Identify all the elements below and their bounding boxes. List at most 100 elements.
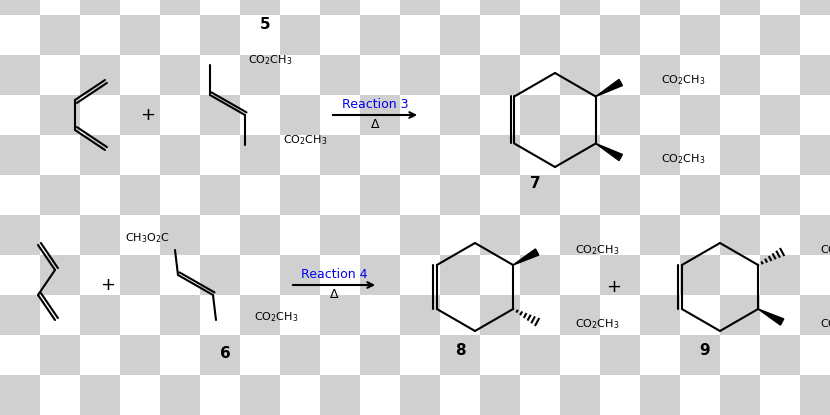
- Bar: [440, 95, 480, 135]
- Bar: [400, 0, 440, 15]
- Bar: [200, 295, 240, 335]
- Bar: [160, 135, 200, 175]
- Text: Reaction 3: Reaction 3: [342, 98, 408, 112]
- Bar: [480, 175, 520, 215]
- Bar: [720, 15, 760, 55]
- Bar: [680, 15, 720, 55]
- Bar: [520, 175, 560, 215]
- Bar: [120, 335, 160, 375]
- Bar: [440, 295, 480, 335]
- Bar: [800, 255, 830, 295]
- Bar: [680, 375, 720, 415]
- Bar: [0, 215, 40, 255]
- Bar: [280, 255, 320, 295]
- Bar: [680, 295, 720, 335]
- Bar: [560, 55, 600, 95]
- Bar: [680, 175, 720, 215]
- Text: CO$_2$CH$_3$: CO$_2$CH$_3$: [575, 243, 619, 257]
- Bar: [0, 0, 40, 15]
- Bar: [200, 255, 240, 295]
- Bar: [480, 15, 520, 55]
- Bar: [800, 295, 830, 335]
- Bar: [320, 215, 360, 255]
- Text: CO$_2$CH$_3$: CO$_2$CH$_3$: [820, 317, 830, 331]
- Bar: [280, 375, 320, 415]
- Bar: [560, 255, 600, 295]
- Bar: [520, 335, 560, 375]
- Bar: [440, 15, 480, 55]
- Bar: [280, 0, 320, 15]
- Bar: [0, 255, 40, 295]
- Bar: [560, 215, 600, 255]
- Polygon shape: [596, 144, 622, 161]
- Bar: [760, 295, 800, 335]
- Bar: [800, 335, 830, 375]
- Bar: [0, 335, 40, 375]
- Bar: [240, 295, 280, 335]
- Bar: [280, 95, 320, 135]
- Polygon shape: [596, 79, 622, 97]
- Bar: [400, 175, 440, 215]
- Bar: [320, 15, 360, 55]
- Bar: [80, 335, 120, 375]
- Bar: [40, 335, 80, 375]
- Bar: [240, 0, 280, 15]
- Bar: [160, 55, 200, 95]
- Bar: [200, 175, 240, 215]
- Bar: [720, 135, 760, 175]
- Bar: [760, 175, 800, 215]
- Bar: [720, 215, 760, 255]
- Bar: [800, 135, 830, 175]
- Bar: [480, 215, 520, 255]
- Bar: [0, 135, 40, 175]
- Bar: [360, 0, 400, 15]
- Bar: [600, 295, 640, 335]
- Bar: [400, 375, 440, 415]
- Bar: [640, 95, 680, 135]
- Bar: [440, 135, 480, 175]
- Bar: [680, 55, 720, 95]
- Bar: [240, 375, 280, 415]
- Bar: [160, 255, 200, 295]
- Text: CO$_2$CH$_3$: CO$_2$CH$_3$: [254, 310, 298, 324]
- Bar: [480, 295, 520, 335]
- Text: CO$_2$CH$_3$: CO$_2$CH$_3$: [575, 317, 619, 331]
- Text: CO$_2$CH$_3$: CO$_2$CH$_3$: [248, 53, 292, 67]
- Bar: [600, 335, 640, 375]
- Bar: [0, 175, 40, 215]
- Bar: [200, 15, 240, 55]
- Bar: [720, 95, 760, 135]
- Bar: [120, 0, 160, 15]
- Bar: [520, 55, 560, 95]
- Polygon shape: [758, 309, 784, 325]
- Bar: [440, 0, 480, 15]
- Bar: [360, 375, 400, 415]
- Bar: [160, 295, 200, 335]
- Bar: [40, 0, 80, 15]
- Bar: [560, 135, 600, 175]
- Bar: [800, 215, 830, 255]
- Bar: [120, 15, 160, 55]
- Bar: [320, 55, 360, 95]
- Bar: [200, 135, 240, 175]
- Bar: [520, 255, 560, 295]
- Bar: [200, 215, 240, 255]
- Bar: [720, 255, 760, 295]
- Bar: [0, 375, 40, 415]
- Bar: [520, 295, 560, 335]
- Bar: [480, 135, 520, 175]
- Bar: [640, 135, 680, 175]
- Bar: [440, 175, 480, 215]
- Bar: [120, 375, 160, 415]
- Bar: [80, 135, 120, 175]
- Bar: [560, 335, 600, 375]
- Bar: [520, 95, 560, 135]
- Bar: [400, 55, 440, 95]
- Bar: [760, 15, 800, 55]
- Bar: [520, 215, 560, 255]
- Bar: [480, 0, 520, 15]
- Bar: [280, 135, 320, 175]
- Text: Reaction 4: Reaction 4: [300, 269, 367, 281]
- Bar: [440, 335, 480, 375]
- Bar: [480, 255, 520, 295]
